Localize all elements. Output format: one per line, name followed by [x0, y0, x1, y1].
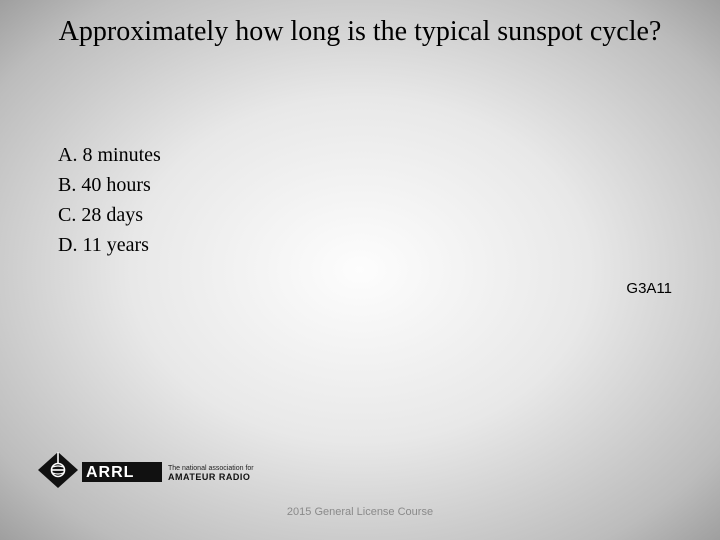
answer-option: D. 11 years: [58, 230, 161, 260]
answer-list: A. 8 minutes B. 40 hours C. 28 days D. 1…: [58, 140, 161, 260]
slide: Approximately how long is the typical su…: [0, 0, 720, 540]
answer-text: 28 days: [81, 204, 143, 226]
question-title: Approximately how long is the typical su…: [0, 0, 720, 49]
answer-text: 8 minutes: [82, 144, 160, 166]
answer-option: A. 8 minutes: [58, 140, 161, 170]
answer-text: 11 years: [82, 234, 148, 256]
answer-option: C. 28 days: [58, 200, 161, 230]
answer-letter: C.: [58, 204, 76, 226]
answer-letter: D.: [58, 234, 77, 256]
question-id: G3A11: [626, 280, 672, 297]
answer-letter: A.: [58, 144, 77, 166]
arrl-logo-icon: ARRL The national association for AMATEU…: [38, 450, 278, 490]
answer-letter: B.: [58, 174, 76, 196]
footer-text: 2015 General License Course: [0, 506, 720, 518]
logo-tagline-bottom: AMATEUR RADIO: [168, 472, 250, 482]
arrl-logo: ARRL The national association for AMATEU…: [38, 450, 278, 490]
answer-text: 40 hours: [81, 174, 150, 196]
answer-option: B. 40 hours: [58, 170, 161, 200]
logo-tagline-top: The national association for: [168, 465, 254, 472]
logo-org-text: ARRL: [86, 464, 134, 481]
